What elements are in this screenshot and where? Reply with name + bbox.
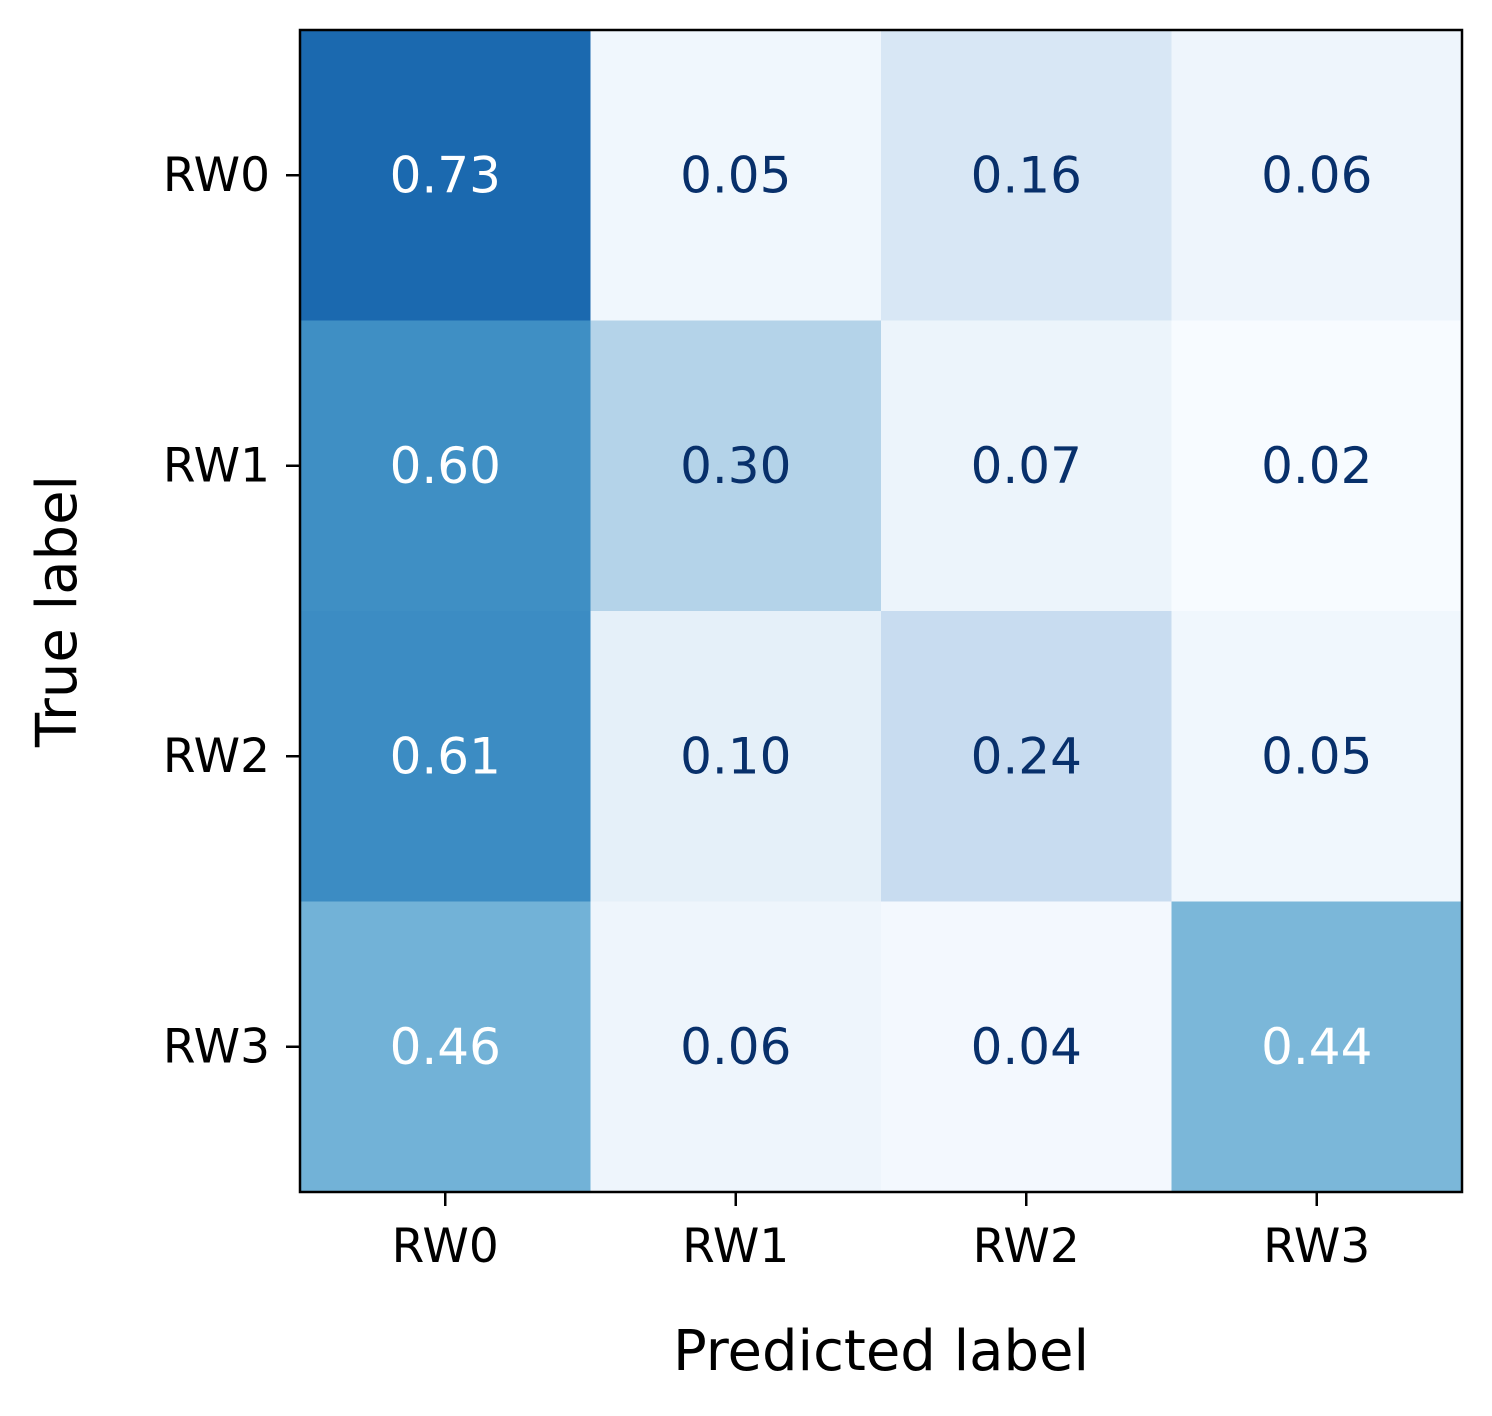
heatmap-cell (881, 320, 1172, 612)
heatmap-cell (881, 611, 1172, 902)
cell-value-label: 0.04 (971, 1018, 1082, 1076)
heatmap-cell (590, 611, 882, 902)
cell-value-label: 0.16 (971, 146, 1082, 204)
y-tick-label: RW2 (163, 729, 270, 784)
heatmap-cell (590, 320, 882, 612)
y-axis-title: True label (25, 475, 90, 748)
heatmap-cell (1171, 611, 1463, 902)
heatmap-cell (881, 30, 1172, 321)
heatmap-cell (300, 611, 591, 902)
cell-value-label: 0.44 (1261, 1018, 1372, 1076)
heatmap-cell (590, 30, 882, 321)
y-tick-label: RW3 (163, 1019, 270, 1074)
heatmap-cell (300, 30, 591, 321)
y-tick-label: RW1 (163, 438, 270, 493)
x-tick-label: RW2 (973, 1219, 1080, 1274)
cell-value-label: 0.30 (680, 437, 791, 495)
cell-value-label: 0.06 (1261, 146, 1372, 204)
heatmap-cell (300, 901, 591, 1193)
heatmap-cell (881, 901, 1172, 1193)
cell-value-label: 0.24 (971, 727, 1082, 785)
x-tick-label: RW1 (682, 1219, 789, 1274)
plot-frame (298, 28, 1464, 1194)
x-axis-title: Predicted label (673, 1319, 1089, 1384)
x-tick-label: RW3 (1263, 1219, 1370, 1274)
heatmap-cell (1171, 320, 1463, 612)
cell-value-label: 0.60 (390, 437, 501, 495)
cell-value-label: 0.46 (390, 1018, 501, 1076)
heatmap-cells (300, 30, 1463, 1193)
cell-value-label: 0.10 (680, 727, 791, 785)
x-axis-ticks: RW0 RW1 RW2 RW3 (392, 1192, 1370, 1274)
heatmap-cell (590, 901, 882, 1193)
heatmap-cell-labels: 0.73 0.05 0.16 0.06 0.60 0.30 0.07 0.02 0.61 0.10… (390, 146, 1373, 1076)
cell-value-label: 0.02 (1261, 437, 1372, 495)
heatmap-cell (1171, 30, 1463, 321)
y-axis-ticks: RW0 RW1 RW2 RW3 (163, 148, 300, 1074)
heatmap-cell (300, 320, 591, 612)
x-tick-label: RW0 (392, 1219, 499, 1274)
cell-value-label: 0.73 (390, 146, 501, 204)
heatmap-cell (1171, 901, 1463, 1193)
cell-value-label: 0.07 (971, 437, 1082, 495)
cell-value-label: 0.05 (1261, 727, 1372, 785)
cell-value-label: 0.06 (680, 1018, 791, 1076)
cell-value-label: 0.05 (680, 146, 791, 204)
y-tick-label: RW0 (163, 148, 270, 203)
cell-value-label: 0.61 (390, 727, 501, 785)
